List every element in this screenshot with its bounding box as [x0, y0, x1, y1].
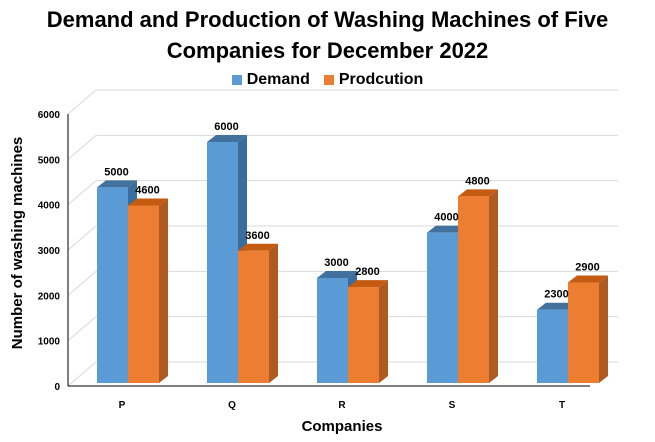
bar-demand-r	[317, 278, 348, 383]
chart-title-line-2: Companies for December 2022	[166, 38, 489, 63]
bar-prodcution-t	[568, 282, 599, 383]
x-tick-label: T	[559, 400, 565, 411]
legend-item-demand: Demand	[231, 71, 310, 89]
gridline-depth	[67, 270, 97, 296]
bar-top-demand-r	[317, 271, 357, 278]
x-axis-title: Companies	[302, 418, 383, 435]
bar-side-prodcution-q	[269, 243, 278, 383]
bar-side-prodcution-t	[599, 275, 608, 383]
bar-top-prodcution-p	[128, 198, 168, 206]
bar-side-prodcution-r	[379, 280, 388, 383]
bar-side-prodcution-p	[159, 198, 168, 383]
data-label-prodcution-s: 4800	[465, 175, 489, 187]
data-label-prodcution-r: 2800	[355, 266, 379, 278]
y-tick-label: 6000	[38, 110, 61, 121]
gridline-depth	[67, 180, 97, 206]
bar-demand-s	[427, 232, 458, 383]
bar-demand-t	[537, 309, 568, 383]
data-label-demand-t: 2300	[544, 289, 568, 301]
data-label-prodcution-t: 2900	[575, 262, 599, 274]
legend-swatch-production	[323, 75, 334, 85]
bar-top-demand-p	[97, 180, 137, 188]
y-tick-label: 5000	[38, 155, 61, 166]
legend-swatch-demand	[231, 75, 242, 85]
chart-title: Demand and Production of Washing Machine…	[0, 4, 655, 66]
data-label-demand-r: 3000	[324, 257, 348, 269]
y-tick-label: 1000	[38, 337, 61, 348]
bars	[97, 135, 608, 383]
bar-top-prodcution-r	[348, 280, 388, 288]
y-tick-label: 2000	[38, 291, 61, 302]
x-tick-label: Q	[228, 400, 236, 411]
x-tick-label: S	[449, 400, 456, 411]
data-label-prodcution-q: 3600	[245, 230, 269, 242]
bar-prodcution-p	[128, 205, 159, 383]
gridline-depth	[67, 89, 97, 115]
y-tick-label: 3000	[38, 246, 61, 257]
bar-top-prodcution-q	[238, 243, 278, 251]
bar-top-prodcution-s	[458, 189, 498, 197]
y-tick-labels: 0 1000 2000 3000 4000 5000 6000	[38, 110, 61, 393]
legend-label-demand: Demand	[246, 71, 310, 88]
bar-top-demand-t	[537, 302, 577, 310]
data-label-demand-p: 5000	[104, 166, 128, 178]
y-tick-label: 0	[54, 382, 60, 393]
y-axis-title: Number of washing machines	[9, 137, 26, 350]
bar-top-prodcution-t	[568, 275, 608, 283]
data-label-demand-q: 6000	[214, 121, 238, 133]
legend-item-production: Prodcution	[323, 71, 424, 89]
bar-demand-p	[97, 187, 128, 383]
bar-prodcution-r	[348, 287, 379, 383]
data-labels: 5000 4600 6000 3600 3000 2800 4000 4800 2300 2900	[104, 121, 599, 301]
gridline-depth	[67, 225, 97, 251]
gridline-depth	[67, 361, 97, 387]
data-label-demand-s: 4000	[434, 212, 458, 224]
y-tick-label: 4000	[38, 201, 61, 212]
bar-side-prodcution-s	[489, 189, 498, 383]
bar-prodcution-s	[458, 196, 489, 383]
bar-demand-q	[207, 142, 238, 383]
legend-label-production: Prodcution	[338, 71, 424, 88]
bar-prodcution-q	[238, 250, 269, 383]
chart-title-line-1: Demand and Production of Washing Machine…	[46, 7, 609, 32]
x-tick-label: R	[338, 400, 346, 411]
x-tick-labels: P Q R S T	[119, 400, 565, 411]
gridline-depth	[67, 134, 97, 160]
data-label-prodcution-p: 4600	[135, 184, 159, 196]
bar-top-demand-s	[427, 225, 467, 233]
legend: Demand Prodcution	[0, 71, 655, 89]
bar-top-demand-q	[207, 135, 247, 142]
x-tick-label: P	[119, 400, 126, 411]
axes	[67, 114, 590, 387]
gridline-depth	[67, 316, 97, 342]
